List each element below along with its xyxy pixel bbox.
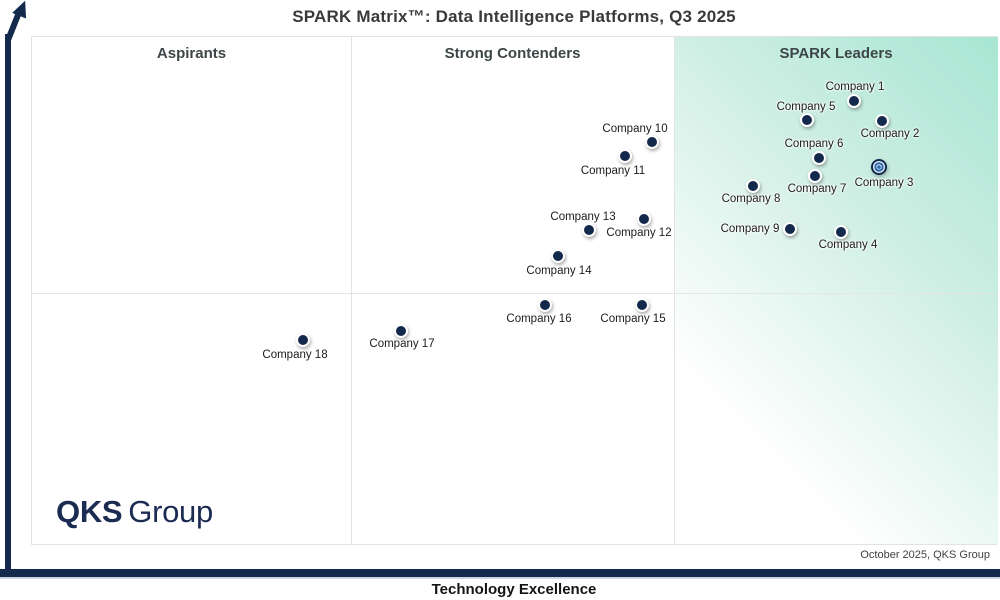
- company-logo-marker: [871, 159, 888, 176]
- company-dot: [645, 135, 659, 149]
- company-dot: [538, 298, 552, 312]
- x-axis-title: Technology Excellence: [431, 581, 597, 598]
- quadrant-divider-right: [674, 37, 675, 544]
- company-dot: [847, 94, 861, 108]
- company-dot: [812, 151, 826, 165]
- company-dot: [618, 149, 632, 163]
- company-label: Company 13: [550, 211, 616, 223]
- company-label: Company 11: [580, 165, 646, 177]
- company-label: Company 18: [262, 349, 328, 361]
- quadrant-label-spark-leaders: SPARK Leaders: [779, 45, 893, 62]
- company-label: Company 1: [825, 81, 885, 93]
- company-label: Company 6: [784, 138, 844, 150]
- company-label: Company 15: [600, 313, 666, 325]
- company-dot: [800, 113, 814, 127]
- company-label: Company 2: [860, 128, 920, 140]
- leaders-gradient-region: [674, 37, 998, 544]
- company-label: Company 16: [506, 313, 572, 325]
- company-dot: [582, 223, 596, 237]
- company-dot: [635, 298, 649, 312]
- plot-area: Aspirants Strong Contenders SPARK Leader…: [31, 36, 998, 545]
- company-dot: [394, 324, 408, 338]
- company-dot: [875, 114, 889, 128]
- quadrant-divider-left: [351, 37, 352, 544]
- company-dot: [808, 169, 822, 183]
- company-label: Company 3: [854, 177, 914, 189]
- company-dot: [834, 225, 848, 239]
- logo-group: Group: [128, 494, 213, 529]
- company-label: Company 10: [602, 123, 668, 135]
- qks-group-logo: QKS Group: [56, 494, 213, 530]
- quadrant-divider-horizontal: [32, 293, 996, 294]
- company-dot: [296, 333, 310, 347]
- company-label: Company 8: [721, 193, 781, 205]
- company-label: Company 7: [787, 183, 847, 195]
- attribution-text: October 2025, QKS Group: [860, 549, 990, 561]
- company-dot: [637, 212, 651, 226]
- company-label: Company 5: [776, 101, 836, 113]
- quadrant-label-strong-contenders: Strong Contenders: [444, 45, 581, 62]
- chart-title: SPARK Matrix™: Data Intelligence Platfor…: [292, 7, 736, 26]
- company-dot: [746, 179, 760, 193]
- company-label: Company 4: [818, 239, 878, 251]
- company-label: Company 14: [526, 265, 592, 277]
- y-axis-arrow: [5, 0, 27, 574]
- company-label: Company 9: [720, 223, 780, 235]
- company-dot: [551, 249, 565, 263]
- logo-qks: QKS: [56, 494, 123, 529]
- x-axis-underline: [0, 577, 1000, 579]
- company-label: Company 12: [606, 227, 672, 239]
- quadrant-label-aspirants: Aspirants: [156, 45, 227, 62]
- company-label: Company 17: [369, 338, 435, 350]
- x-axis-bar: [0, 569, 1000, 577]
- company-dot: [783, 222, 797, 236]
